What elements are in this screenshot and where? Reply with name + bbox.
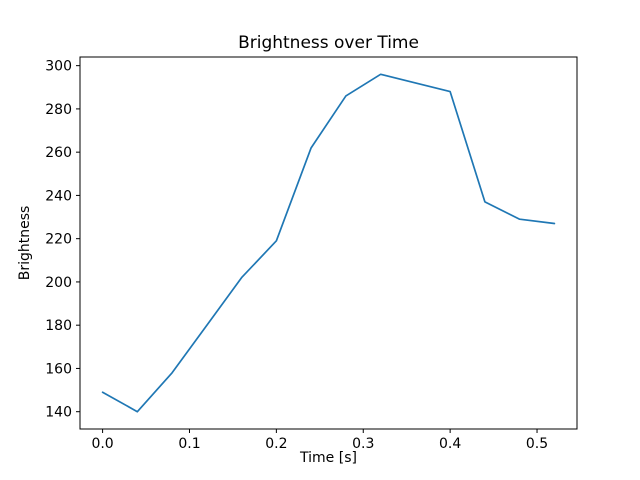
- y-tick-label: 280: [45, 102, 72, 118]
- x-tick-label: 0.3: [352, 436, 374, 452]
- x-axis-label: Time [s]: [300, 450, 357, 466]
- x-tick-label: 0.0: [91, 436, 113, 452]
- brightness-line-series: [101, 73, 556, 413]
- y-tick-label: 220: [45, 232, 72, 248]
- y-tick-label: 260: [45, 145, 72, 161]
- x-tick-label: 0.4: [439, 436, 461, 452]
- x-tick-label: 0.2: [265, 436, 287, 452]
- chart-title: Brightness over Time: [238, 33, 419, 53]
- y-tick-label: 140: [45, 405, 72, 421]
- y-tick-label: 160: [45, 361, 72, 377]
- y-tick-label: 200: [45, 275, 72, 291]
- y-tick-label: 240: [45, 188, 72, 204]
- x-tick-label: 0.1: [178, 436, 200, 452]
- y-tick-label: 300: [45, 59, 72, 75]
- axes-frame: [79, 56, 578, 430]
- y-tick-label: 180: [45, 318, 72, 334]
- x-tick-label: 0.5: [526, 436, 548, 452]
